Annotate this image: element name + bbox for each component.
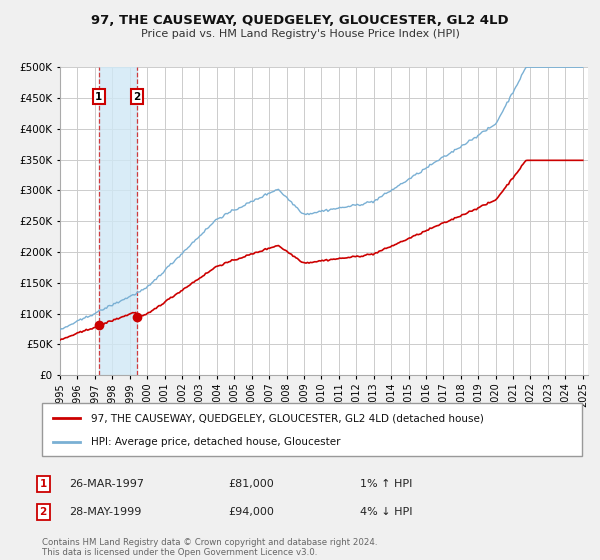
Text: Contains HM Land Registry data © Crown copyright and database right 2024.
This d: Contains HM Land Registry data © Crown c… bbox=[42, 538, 377, 557]
Text: Price paid vs. HM Land Registry's House Price Index (HPI): Price paid vs. HM Land Registry's House … bbox=[140, 29, 460, 39]
Text: 2: 2 bbox=[40, 507, 47, 517]
Text: 4% ↓ HPI: 4% ↓ HPI bbox=[360, 507, 413, 517]
Text: £94,000: £94,000 bbox=[228, 507, 274, 517]
FancyBboxPatch shape bbox=[42, 403, 582, 456]
Text: 1: 1 bbox=[40, 479, 47, 489]
Text: £81,000: £81,000 bbox=[228, 479, 274, 489]
Text: 97, THE CAUSEWAY, QUEDGELEY, GLOUCESTER, GL2 4LD: 97, THE CAUSEWAY, QUEDGELEY, GLOUCESTER,… bbox=[91, 14, 509, 27]
Text: 97, THE CAUSEWAY, QUEDGELEY, GLOUCESTER, GL2 4LD (detached house): 97, THE CAUSEWAY, QUEDGELEY, GLOUCESTER,… bbox=[91, 413, 484, 423]
Bar bbox=[99, 67, 137, 375]
Text: 28-MAY-1999: 28-MAY-1999 bbox=[69, 507, 142, 517]
Text: HPI: Average price, detached house, Gloucester: HPI: Average price, detached house, Glou… bbox=[91, 436, 340, 446]
Text: 2: 2 bbox=[133, 92, 140, 102]
Text: 26-MAR-1997: 26-MAR-1997 bbox=[69, 479, 144, 489]
Text: 1: 1 bbox=[95, 92, 103, 102]
Text: 1% ↑ HPI: 1% ↑ HPI bbox=[360, 479, 412, 489]
